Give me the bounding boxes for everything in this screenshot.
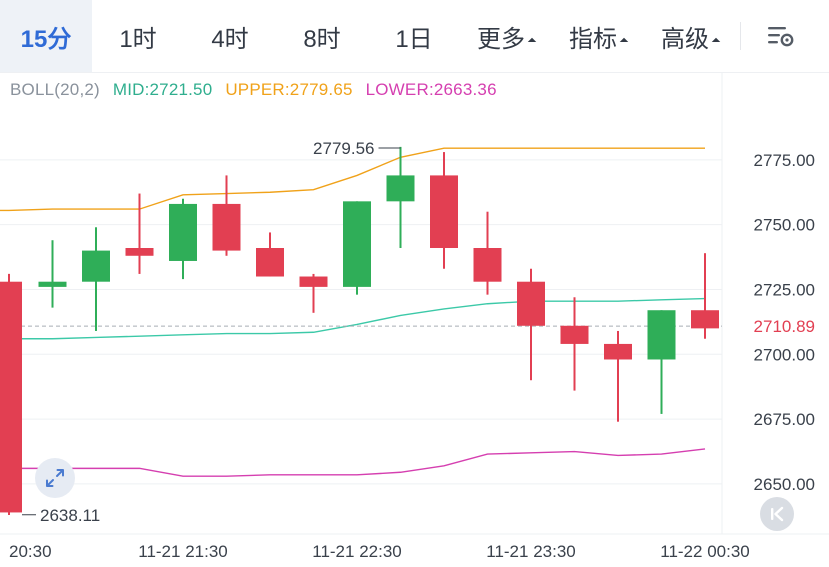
candle[interactable] — [386, 146, 415, 248]
x-tick-label: 11-21 22:30 — [312, 542, 401, 561]
candle[interactable] — [343, 201, 371, 295]
tab-advanced[interactable]: 高级 — [644, 0, 736, 72]
candle[interactable] — [517, 268, 545, 381]
tab-label: 更多 — [477, 25, 525, 53]
boll-mid-line — [0, 297, 706, 340]
candle-body — [343, 201, 371, 287]
tab-label: 高级 — [661, 25, 709, 53]
candle-body — [430, 175, 458, 248]
candle[interactable] — [169, 198, 197, 280]
candle-body — [0, 281, 22, 513]
tab-label: 1时 — [119, 25, 157, 53]
current-price-label: 2710.89 — [754, 317, 815, 336]
tab-more[interactable]: 更多 — [460, 0, 552, 72]
candle[interactable] — [256, 232, 284, 277]
candle-body — [299, 276, 328, 287]
candle-body — [212, 203, 241, 251]
tab-label: 4时 — [211, 25, 249, 53]
candle-body — [386, 175, 415, 202]
candle[interactable] — [212, 175, 241, 256]
candle[interactable] — [125, 193, 154, 274]
high-marker-label: 2779.56 — [313, 139, 374, 158]
tab-label: 1日 — [395, 25, 433, 53]
jump-to-latest-button[interactable] — [760, 497, 794, 531]
x-tick-label: 20:30 — [9, 542, 52, 561]
candle[interactable] — [0, 273, 22, 516]
candle-body — [604, 343, 632, 360]
candle[interactable] — [691, 253, 719, 339]
y-tick-label: 2700.00 — [754, 345, 815, 364]
candle-body — [473, 248, 502, 282]
candle-body — [647, 310, 676, 360]
legend-upper: UPPER:2779.65 — [225, 80, 353, 99]
tab-1d[interactable]: 1日 — [368, 0, 460, 72]
tab-1h[interactable]: 1时 — [92, 0, 184, 72]
expand-arrows-icon — [46, 469, 64, 487]
y-tick-label: 2750.00 — [754, 216, 815, 235]
candle-body — [169, 203, 197, 261]
candle[interactable] — [473, 211, 502, 295]
x-tick-label: 11-21 23:30 — [486, 542, 575, 561]
tab-label: 15分 — [20, 25, 72, 53]
tab-divider — [740, 22, 741, 50]
candle[interactable] — [560, 297, 589, 391]
chart-settings-button[interactable] — [757, 18, 805, 54]
chart-settings-icon — [768, 27, 794, 47]
y-tick-label: 2650.00 — [754, 475, 815, 494]
y-tick-label: 2725.00 — [754, 280, 815, 299]
tab-4h[interactable]: 4时 — [184, 0, 276, 72]
expand-button[interactable] — [35, 458, 75, 498]
candle[interactable] — [38, 240, 67, 308]
tab-label: 指标 — [569, 25, 617, 53]
boll-legend: BOLL(20,2) MID:2721.50 UPPER:2779.65 LOW… — [10, 80, 505, 100]
low-marker-label: 2638.11 — [40, 506, 100, 525]
tab-15min[interactable]: 15分 — [0, 0, 92, 72]
candle-body — [560, 325, 589, 344]
tab-8h[interactable]: 8时 — [276, 0, 368, 72]
candle[interactable] — [82, 227, 110, 331]
candle-body — [256, 248, 284, 277]
legend-mid: MID:2721.50 — [112, 80, 213, 99]
tab-label: 8时 — [303, 25, 341, 53]
boll-upper-line — [0, 147, 705, 212]
candle[interactable] — [604, 330, 632, 422]
jump-to-latest-icon — [771, 506, 784, 522]
legend-lower: LOWER:2663.36 — [365, 80, 497, 99]
candle[interactable] — [299, 273, 328, 313]
tab-indicators[interactable]: 指标 — [552, 0, 644, 72]
y-tick-label: 2675.00 — [754, 410, 815, 429]
x-tick-label: 11-21 21:30 — [138, 542, 227, 561]
candle-body — [691, 310, 719, 329]
y-tick-label: 2775.00 — [754, 151, 815, 170]
x-tick-label: 11-22 00:30 — [660, 542, 749, 561]
candle-body — [38, 281, 67, 287]
candle[interactable] — [647, 310, 676, 414]
candle[interactable] — [430, 152, 458, 269]
candle-body — [125, 248, 154, 256]
legend-indicator-name: BOLL(20,2) — [10, 80, 100, 99]
candle-body — [517, 281, 545, 326]
timeframe-tab-bar: 15分 1时 4时 8时 1日 更多 指标 高级 — [0, 0, 829, 73]
boll-lower-line — [0, 448, 706, 477]
candle-body — [82, 250, 110, 282]
